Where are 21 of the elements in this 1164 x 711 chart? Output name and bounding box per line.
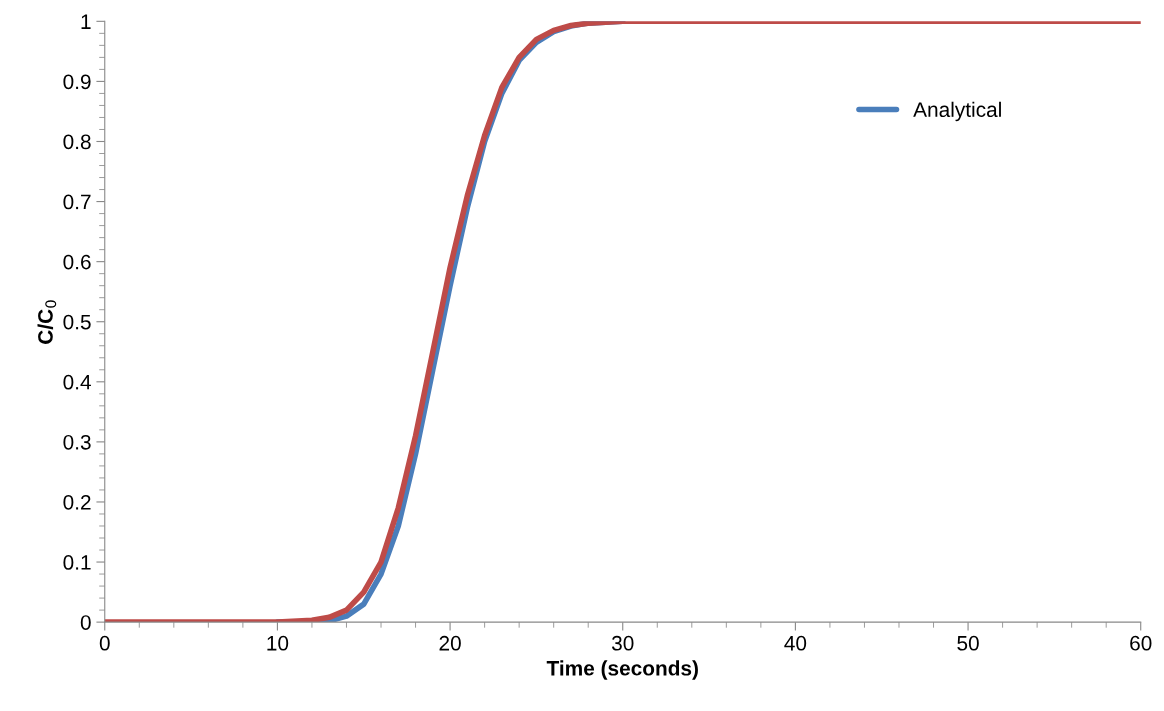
x-axis-title: Time (seconds) <box>546 660 698 680</box>
y-tick-label: 0.3 <box>63 434 91 450</box>
x-tick-label: 20 <box>439 635 461 651</box>
legend-label: Analytical <box>913 101 1001 122</box>
y-tick-label: 1 <box>81 14 91 29</box>
x-tick-label: 0 <box>99 635 110 651</box>
y-tick-label: 0.2 <box>63 494 91 510</box>
y-tick-label: 0.4 <box>63 374 91 390</box>
x-tick-label: 50 <box>957 635 979 651</box>
y-tick-label: 0 <box>80 615 91 630</box>
x-tick-label: 40 <box>784 635 807 651</box>
x-tick-label: 60 <box>1130 635 1152 651</box>
y-axis-title: C/C$_{0}$ <box>37 300 57 344</box>
y-tick-label: 0.6 <box>63 254 91 270</box>
y-tick-label: 0.8 <box>63 134 91 150</box>
x-tick-label: 10 <box>267 635 289 651</box>
x-tick-label: 30 <box>611 635 634 651</box>
y-tick-label: 0.9 <box>63 74 91 90</box>
y-tick-label: 0.7 <box>63 194 91 210</box>
y-tick-label: 0.1 <box>63 555 91 570</box>
y-tick-label: 0.5 <box>63 314 91 330</box>
